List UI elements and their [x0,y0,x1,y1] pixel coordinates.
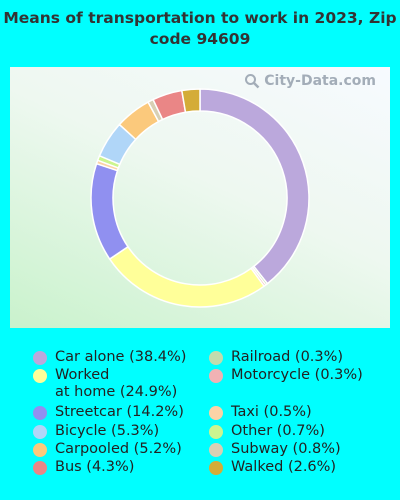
legend-item-carpooled: Carpooled (5.2%) [33,441,182,458]
legend-item-subway: Subway (0.8%) [209,441,341,458]
legend-label: Car alone (38.4%) [55,349,187,365]
legend-item-walked: Walked (2.6%) [209,459,336,476]
legend-item-other: Other (0.7%) [209,423,325,440]
legend-label: Railroad (0.3%) [231,349,344,365]
legend-item-car-alone: Car alone (38.4%) [33,349,186,366]
legend-label: Worked at home (24.9%) [55,367,178,400]
magnifier-icon [245,74,260,89]
slice-walked [180,88,201,114]
legend-label: Carpooled (5.2%) [55,441,182,457]
legend-swatch [209,368,223,383]
legend-label: Subway (0.8%) [231,441,341,457]
legend-swatch [209,350,223,365]
legend-label: Taxi (0.5%) [231,404,312,420]
chart-title: Means of transportation to work in 2023,… [3,9,397,48]
legend-item-railroad: Railroad (0.3%) [209,349,343,366]
watermark-text: City-Data.com [264,73,376,89]
watermark: City-Data.com [244,73,376,89]
legend-swatch [33,350,47,365]
legend-item-bicycle: Bicycle (5.3%) [33,423,159,440]
legend-swatch [209,424,223,439]
slice-streetcar [90,162,129,261]
legend-item-motorcycle: Motorcycle (0.3%) [209,367,363,384]
legend-item-worked-at-home: Worked at home (24.9%) [33,367,177,401]
legend-label: Streetcar (14.2%) [55,404,184,420]
legend-swatch [209,460,223,475]
legend-label: Other (0.7%) [231,423,325,439]
slice-worked-at-home [108,245,266,308]
legend-item-taxi: Taxi (0.5%) [209,404,312,421]
legend-label: Walked (2.6%) [231,459,337,475]
legend-label: Motorcycle (0.3%) [231,367,363,383]
legend-swatch [33,368,47,383]
slice-car-alone [199,88,310,285]
legend-swatch [209,405,223,420]
legend-swatch [33,424,47,439]
legend-label: Bus (4.3%) [55,459,135,475]
legend-swatch [33,460,47,475]
legend-swatch [33,442,47,457]
legend-label: Bicycle (5.3%) [55,423,160,439]
legend-swatch [209,442,223,457]
legend-swatch [33,405,47,420]
legend-item-bus: Bus (4.3%) [33,459,134,476]
legend-item-streetcar: Streetcar (14.2%) [33,404,184,421]
